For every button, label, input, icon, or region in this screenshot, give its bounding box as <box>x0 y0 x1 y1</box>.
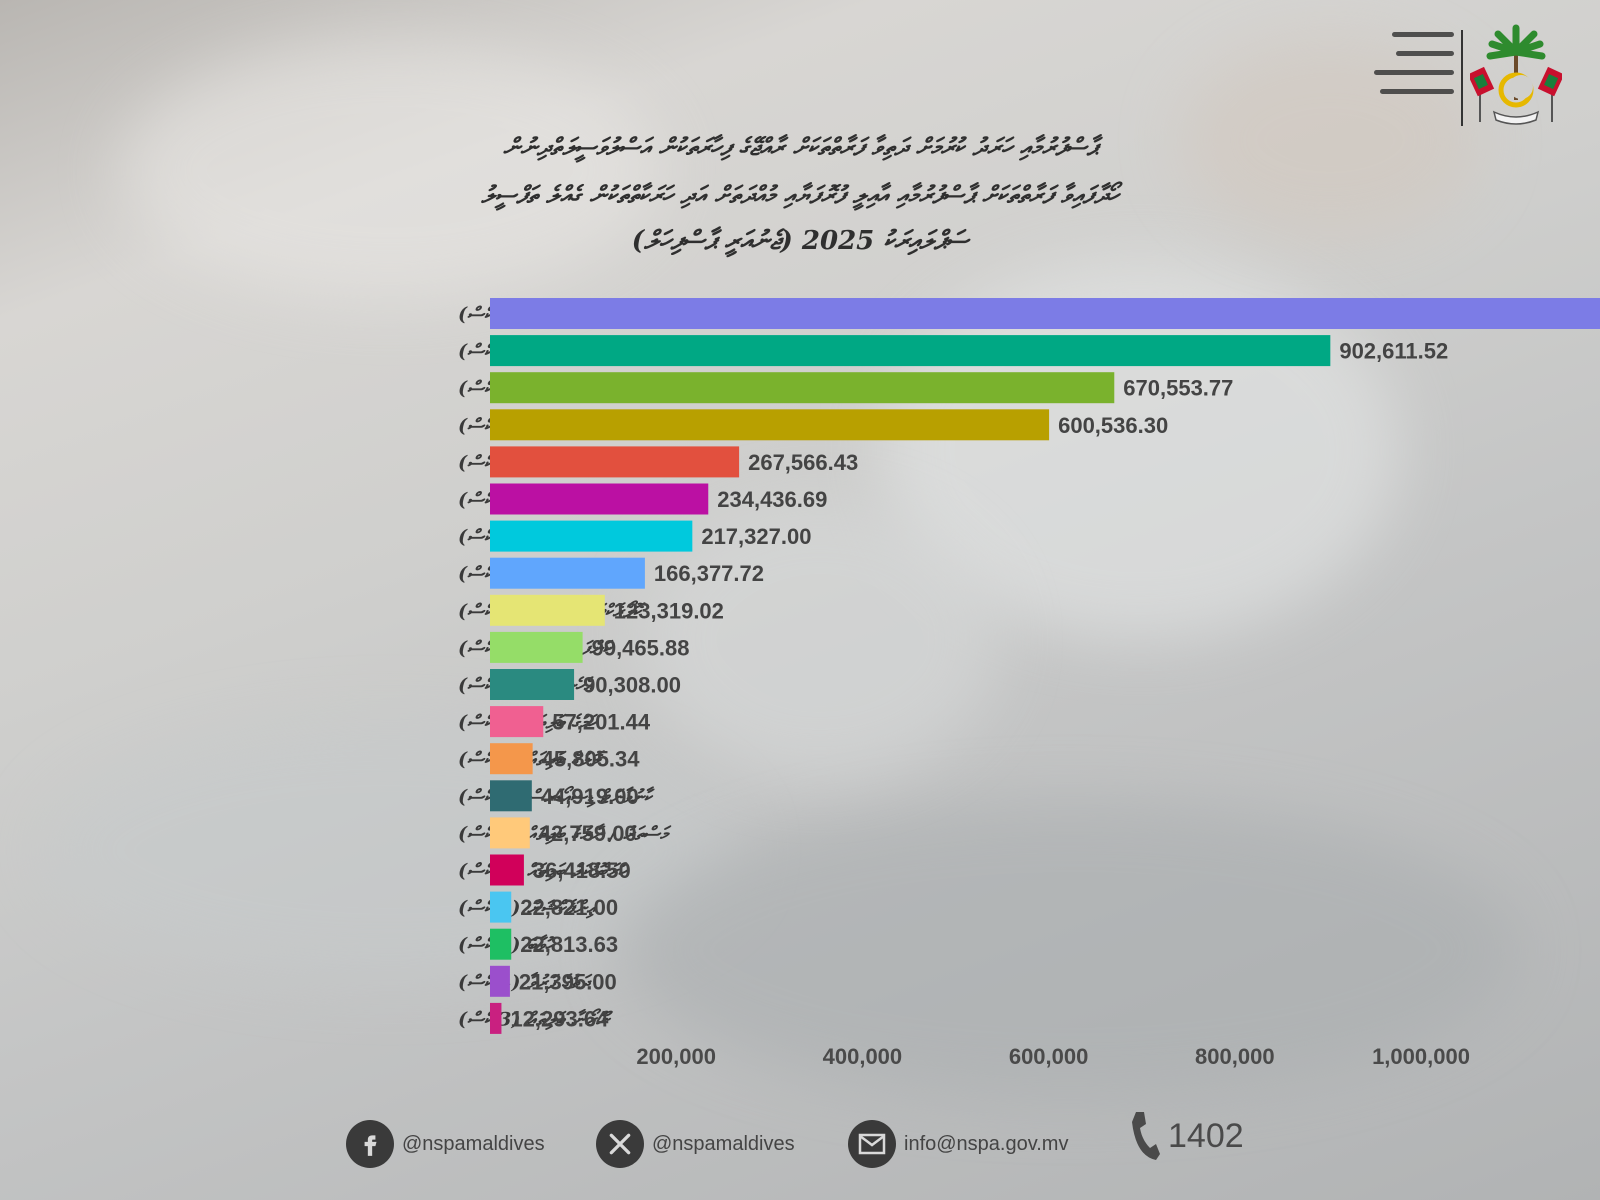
x-icon <box>596 1120 644 1168</box>
data-label: 36,418.50 <box>533 858 631 883</box>
bar <box>490 372 1115 404</box>
logo-divider <box>1461 30 1463 126</box>
data-label: 217,327.00 <box>701 524 811 549</box>
background-blur <box>640 500 1000 780</box>
bar <box>490 483 709 515</box>
nspa-logo <box>1362 24 1562 134</box>
background-blur <box>620 800 1520 1100</box>
data-label: 44,919.00 <box>541 784 639 809</box>
data-label: 22,813.63 <box>520 932 618 957</box>
data-label: 902,611.52 <box>1339 339 1448 364</box>
data-label: 166,377.72 <box>654 561 764 586</box>
data-label: 57,201.44 <box>552 710 651 735</box>
chart-title-line-3: ސަޕްލައިރަކު 2025 (ޖެނުއަރީ ޕާސްފިހަލް) <box>631 226 969 256</box>
data-label: 22,821.00 <box>520 895 618 920</box>
bar <box>490 446 740 478</box>
bar <box>490 817 530 849</box>
bar-chart: ކުޑަކުދިންގެ ބަލިތައް (25 ކެސް)1,312,237… <box>458 298 1600 1069</box>
phone-number: 1402 <box>1168 1116 1244 1155</box>
chart-title-line-2: ހޯދާފައިވާ ފަރާތްތަކަށް ޕާސްފުރުމާއި އާއ… <box>481 180 1119 209</box>
bar <box>490 335 1331 367</box>
data-label: 42,759.00 <box>539 821 637 846</box>
bar <box>490 743 533 775</box>
bar <box>490 631 583 663</box>
mail-icon <box>848 1120 896 1168</box>
facebook-link[interactable]: @nspamaldives <box>346 1118 545 1170</box>
state-emblem-icon <box>1470 24 1562 125</box>
data-label: 267,566.43 <box>748 450 858 475</box>
x-tick-label: 600,000 <box>1009 1044 1089 1069</box>
data-label: 90,308.00 <box>583 673 681 698</box>
bar <box>490 557 645 589</box>
bar <box>490 520 693 552</box>
bar <box>490 706 544 738</box>
x-tick-label: 800,000 <box>1195 1044 1275 1069</box>
bar <box>490 409 1050 441</box>
bar <box>490 854 524 886</box>
bar <box>490 669 575 700</box>
phone-icon <box>1132 1112 1160 1160</box>
data-label: 12,293.64 <box>510 1006 609 1031</box>
data-label: 45,805.34 <box>542 747 641 772</box>
bar <box>490 1002 502 1034</box>
bar <box>490 965 510 997</box>
data-label: 234,436.69 <box>717 487 827 512</box>
facebook-icon <box>346 1120 394 1168</box>
background-blur <box>120 40 660 300</box>
x-tick-label: 400,000 <box>823 1044 903 1069</box>
bar <box>490 594 605 626</box>
data-label: 99,465.88 <box>592 635 690 660</box>
data-label: 600,536.30 <box>1058 413 1168 438</box>
bar <box>490 891 512 923</box>
facebook-handle: @nspamaldives <box>402 1132 545 1155</box>
bar <box>490 298 1600 329</box>
data-label: 670,553.77 <box>1123 376 1233 401</box>
x-tick-label: 200,000 <box>636 1044 716 1069</box>
x-handle: @nspamaldives <box>652 1132 795 1155</box>
data-label: 21,395.00 <box>519 969 617 994</box>
chart-title-line-1: ޕާސްފުރުމާއި ހަރަދު ކުރުމަށް ދަތިވާ ފަރާ… <box>503 132 1097 161</box>
data-label: 123,319.02 <box>614 598 724 623</box>
email-link[interactable]: info@nspa.gov.mv <box>848 1118 1068 1170</box>
phone-link[interactable]: 1402 <box>1128 1110 1244 1162</box>
x-tick-label: 1,000,000 <box>1372 1044 1470 1069</box>
bar <box>490 780 532 812</box>
x-link[interactable]: @nspamaldives <box>596 1118 795 1170</box>
email-address: info@nspa.gov.mv <box>904 1132 1069 1155</box>
logo-text <box>1362 32 1454 94</box>
bar <box>490 928 512 960</box>
